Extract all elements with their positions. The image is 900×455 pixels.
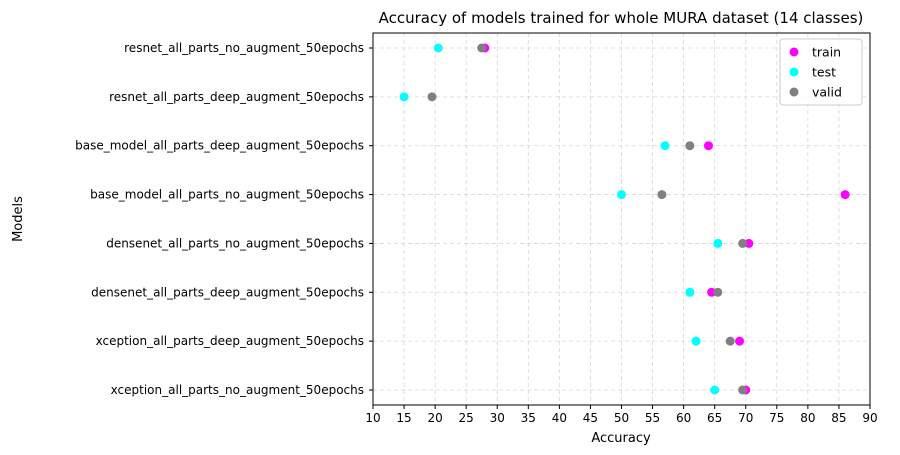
point-train — [707, 287, 717, 297]
point-valid — [477, 43, 487, 53]
legend-label-test: test — [812, 65, 836, 80]
x-tick-label: 20 — [427, 411, 442, 425]
x-tick-label: 70 — [738, 411, 753, 425]
x-tick-label: 65 — [707, 411, 722, 425]
point-train — [840, 190, 850, 200]
point-valid — [685, 141, 695, 151]
y-axis-ticks: resnet_all_parts_no_augment_50epochsresn… — [75, 41, 373, 397]
x-tick-label: 30 — [490, 411, 505, 425]
legend-box — [779, 38, 863, 106]
x-tick-label: 15 — [396, 411, 411, 425]
point-test — [660, 141, 670, 151]
point-test — [713, 238, 723, 248]
y-tick-label: base_model_all_parts_no_augment_50epochs — [90, 188, 364, 202]
point-train — [744, 238, 754, 248]
x-tick-label: 40 — [552, 411, 567, 425]
chart-title: Accuracy of models trained for whole MUR… — [379, 9, 864, 27]
y-tick-label: densenet_all_parts_deep_augment_50epochs — [91, 285, 364, 299]
point-test — [399, 92, 409, 102]
x-axis-ticks: 10 15 20 25 30 35 40 45 50 55 60 65 70 75 80 85 90 — [365, 405, 878, 425]
legend-label-train: train — [812, 45, 841, 60]
legend-marker-train — [789, 47, 799, 57]
point-valid — [427, 92, 437, 102]
point-valid — [738, 238, 748, 248]
x-axis-label: Accuracy — [591, 431, 651, 446]
y-tick-label: densenet_all_parts_no_augment_50epochs — [106, 236, 364, 250]
point-valid — [657, 190, 667, 200]
x-tick-label: 85 — [831, 411, 846, 425]
x-tick-label: 25 — [459, 411, 474, 425]
x-tick-label: 90 — [862, 411, 877, 425]
point-test — [710, 385, 720, 395]
point-valid — [713, 287, 723, 297]
legend-marker-valid — [789, 87, 799, 97]
x-tick-label: 60 — [676, 411, 691, 425]
x-tick-label: 75 — [769, 411, 784, 425]
y-tick-label: xception_all_parts_no_augment_50epochs — [111, 383, 364, 397]
point-valid — [738, 385, 748, 395]
point-valid — [725, 336, 735, 346]
y-tick-label: xception_all_parts_deep_augment_50epochs — [96, 334, 364, 348]
point-test — [691, 336, 701, 346]
y-tick-label: base_model_all_parts_deep_augment_50epoc… — [75, 139, 364, 153]
y-axis-label: Models — [11, 196, 26, 242]
point-test — [433, 43, 443, 53]
point-test — [617, 190, 626, 200]
y-tick-label: resnet_all_parts_no_augment_50epochs — [124, 41, 364, 55]
x-tick-label: 55 — [645, 411, 660, 425]
x-tick-label: 80 — [800, 411, 815, 425]
y-tick-label: resnet_all_parts_deep_augment_50epochs — [109, 90, 364, 104]
point-test — [685, 287, 695, 297]
legend: train test valid — [779, 38, 863, 106]
point-train — [703, 141, 713, 151]
x-tick-label: 35 — [521, 411, 536, 425]
legend-marker-test — [789, 67, 799, 77]
x-tick-label: 10 — [365, 411, 380, 425]
marks-layer — [399, 43, 850, 395]
point-train — [735, 336, 745, 346]
legend-label-valid: valid — [812, 85, 842, 100]
x-tick-label: 50 — [614, 411, 629, 425]
x-tick-label: 45 — [583, 411, 598, 425]
